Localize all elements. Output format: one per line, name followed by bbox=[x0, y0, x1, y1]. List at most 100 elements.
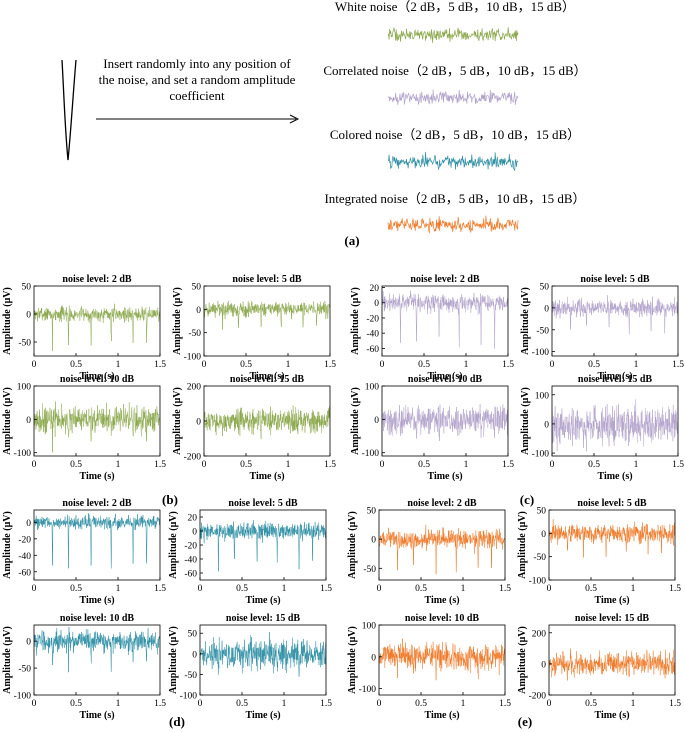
x-axis-label: Time (s) bbox=[597, 371, 632, 382]
y-tick-label: 20 bbox=[188, 514, 198, 524]
y-tick-label: -50 bbox=[18, 665, 31, 675]
y-tick-label: 0 bbox=[26, 416, 31, 426]
correlated-noise-label: Correlated noise（2 dB，5 dB，10 dB，15 dB） bbox=[323, 63, 586, 78]
y-tick-label: 50 bbox=[188, 630, 198, 640]
y-tick-label: 100 bbox=[365, 383, 380, 393]
x-tick-label: 1.5 bbox=[672, 360, 684, 370]
subplot-title: noise level: 2 dB bbox=[62, 498, 131, 509]
y-tick-label: 0 bbox=[374, 299, 379, 309]
subplot-title: noise level: 5 dB bbox=[580, 274, 649, 285]
white-noise-label: White noise（2 dB，5 dB，10 dB，15 dB） bbox=[335, 0, 575, 14]
y-tick-label: 0 bbox=[26, 519, 31, 529]
x-axis-label: Time (s) bbox=[79, 710, 114, 721]
x-tick-label: 1 bbox=[634, 360, 639, 370]
x-tick-label: 1.5 bbox=[669, 699, 681, 709]
x-tick-label: 1 bbox=[464, 360, 469, 370]
axes-box bbox=[203, 285, 331, 357]
panel-a-label: (a) bbox=[344, 233, 359, 248]
y-axis-label: Amplitude (μV) bbox=[347, 626, 358, 694]
y-axis-label: Amplitude (μV) bbox=[350, 387, 361, 455]
y-tick-label: 200 bbox=[187, 383, 202, 393]
x-axis-label: Time (s) bbox=[427, 471, 462, 482]
panel-b: noise level: 2 dB 50 0 -50 0 0.5 1 1.5 Time (s) A… bbox=[2, 274, 336, 507]
integrated-noise-strip bbox=[387, 215, 519, 234]
y-tick-label: 0 bbox=[541, 660, 546, 670]
subplot-title: noise level: 15 dB bbox=[578, 374, 652, 385]
x-tick-label: 0 bbox=[550, 360, 555, 370]
y-tick-label: -100 bbox=[529, 577, 547, 587]
x-tick-label: 1 bbox=[116, 460, 121, 470]
x-tick-label: 1.5 bbox=[324, 360, 336, 370]
panel-label: (b) bbox=[162, 492, 178, 507]
x-tick-label: 0 bbox=[547, 699, 552, 709]
y-tick-label: -20 bbox=[18, 535, 31, 545]
y-axis-label: Amplitude (μV) bbox=[347, 511, 358, 579]
y-tick-label: -50 bbox=[536, 326, 549, 336]
y-tick-label: 50 bbox=[540, 283, 550, 293]
colored-noise-strip bbox=[387, 151, 519, 172]
y-tick-label: 0 bbox=[544, 304, 549, 314]
x-tick-label: 0.5 bbox=[236, 699, 248, 709]
x-axis-label: Time (s) bbox=[597, 471, 632, 482]
y-axis-label: Amplitude (μV) bbox=[517, 511, 528, 579]
x-tick-label: 0 bbox=[198, 584, 203, 594]
subplot-title: noise level: 15 dB bbox=[575, 613, 649, 624]
x-tick-label: 1.5 bbox=[502, 460, 514, 470]
y-tick-label: -100 bbox=[532, 450, 550, 460]
eeg-spike-waveform bbox=[61, 59, 77, 161]
x-axis-label: Time (s) bbox=[424, 710, 459, 721]
x-tick-label: 1.5 bbox=[324, 460, 336, 470]
y-axis-label: Amplitude (μV) bbox=[168, 511, 179, 579]
x-tick-label: 0.5 bbox=[418, 460, 430, 470]
y-tick-label: 50 bbox=[367, 507, 377, 517]
y-tick-label: -100 bbox=[362, 449, 380, 459]
axes-box bbox=[381, 285, 509, 357]
subplot-title: noise level: 5 dB bbox=[577, 498, 646, 509]
x-tick-label: 1.5 bbox=[669, 584, 681, 594]
x-tick-label: 0.5 bbox=[415, 699, 427, 709]
y-tick-label: -100 bbox=[532, 348, 550, 358]
x-tick-label: 1.5 bbox=[154, 460, 166, 470]
x-tick-label: 1.5 bbox=[154, 360, 166, 370]
x-axis-label: Time (s) bbox=[249, 371, 284, 382]
x-axis-label: Time (s) bbox=[79, 471, 114, 482]
noise-series bbox=[34, 303, 160, 351]
x-axis-label: Time (s) bbox=[249, 471, 284, 482]
axes-box bbox=[33, 624, 161, 696]
noise-series bbox=[379, 524, 505, 575]
x-tick-label: 1 bbox=[634, 460, 639, 470]
subplot-title: noise level: 2 dB bbox=[407, 498, 476, 509]
noise-series bbox=[382, 290, 508, 349]
y-axis-label: Amplitude (μV) bbox=[2, 511, 13, 579]
x-tick-label: 0.5 bbox=[70, 360, 82, 370]
subplot-1: noise level: 2 dB 50 0 -50 0 0.5 1 1.5 Time (s) A… bbox=[2, 274, 166, 382]
integrated-noise-label: Integrated noise（2 dB，5 dB，10 dB，15 dB） bbox=[324, 191, 585, 206]
y-axis-label: Amplitude (μV) bbox=[517, 626, 528, 694]
insert-text-line-3: coefficient bbox=[169, 88, 225, 103]
y-tick-label: 0 bbox=[192, 528, 197, 538]
y-tick-label: -50 bbox=[18, 339, 31, 349]
panel-label: (d) bbox=[169, 714, 185, 729]
y-axis-label: Amplitude (μV) bbox=[520, 287, 531, 355]
subplot-title: noise level: 2 dB bbox=[62, 274, 131, 285]
y-tick-label: 0 bbox=[544, 420, 549, 430]
y-tick-label: -50 bbox=[363, 565, 376, 575]
x-tick-label: 1.5 bbox=[499, 584, 511, 594]
x-axis-label: Time (s) bbox=[427, 371, 462, 382]
subplot-title: noise level: 10 dB bbox=[408, 374, 482, 385]
noise-series bbox=[552, 399, 678, 452]
x-tick-label: 0.5 bbox=[70, 584, 82, 594]
subplot-title: noise level: 10 dB bbox=[405, 613, 479, 624]
insert-arrow-head bbox=[289, 114, 300, 124]
noise-series bbox=[382, 404, 508, 442]
y-tick-label: 50 bbox=[537, 507, 547, 517]
subplot-title: noise level: 15 dB bbox=[230, 374, 304, 385]
y-tick-label: 0 bbox=[374, 416, 379, 426]
